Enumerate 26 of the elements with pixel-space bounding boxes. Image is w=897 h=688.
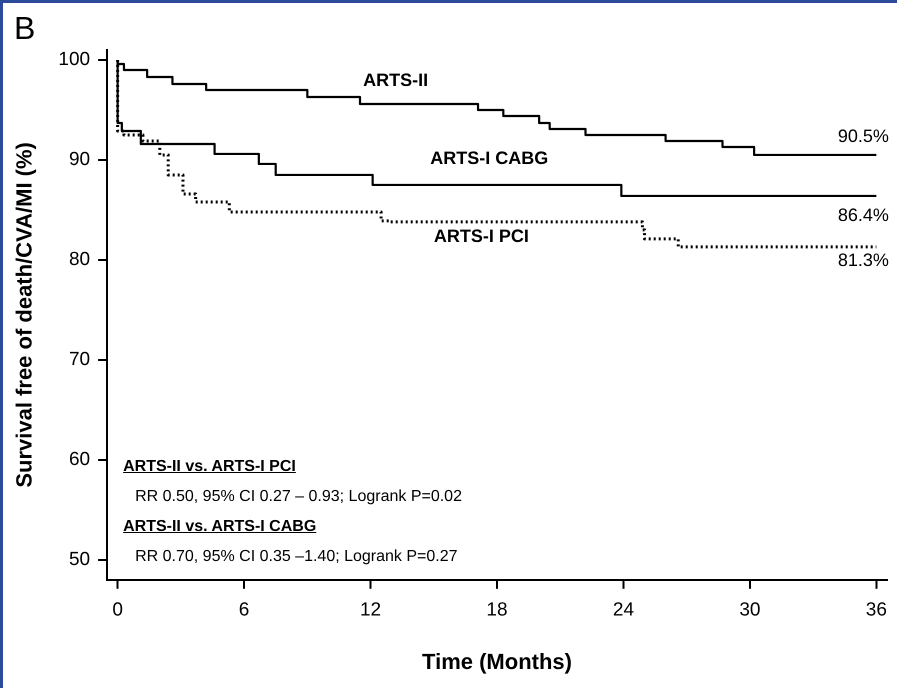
x-tick-label: 0 [112,599,123,620]
y-tick-label: 60 [68,449,90,470]
x-axis-title: Time (Months) [422,648,572,674]
annotation: ARTS-II vs. ARTS-I PCI [123,458,296,476]
x-tick-label: 24 [612,599,634,620]
y-axis-title: Survival free of death/CVA/MI (%) [11,142,36,488]
annotation: 86.4% [838,204,889,225]
x-tick-label: 12 [360,599,382,620]
series-label: ARTS-II [363,70,428,90]
annotation: RR 0.70, 95% CI 0.35 –1.40; Logrank P=0.27 [135,548,458,566]
annotation: RR 0.50, 95% CI 0.27 – 0.93; Logrank P=0.02 [135,488,462,506]
x-tick-label: 30 [739,599,760,620]
series-label: ARTS-I PCI [434,226,529,246]
text: B [14,10,36,46]
y-tick-label: 100 [58,49,90,70]
x-tick-label: 18 [486,599,508,620]
annotation: 81.3% [838,250,889,270]
y-tick-label: 50 [68,549,90,570]
x-tick-label: 36 [866,599,887,620]
annotation: 90.5% [838,126,889,146]
y-tick-label: 80 [68,249,90,270]
x-tick-label: 6 [238,599,250,620]
annotation: ARTS-II vs. ARTS-I CABG [123,518,316,536]
y-tick-label: 90 [68,149,90,170]
y-tick-label: 70 [68,349,90,370]
series-label: ARTS-I CABG [430,148,548,168]
